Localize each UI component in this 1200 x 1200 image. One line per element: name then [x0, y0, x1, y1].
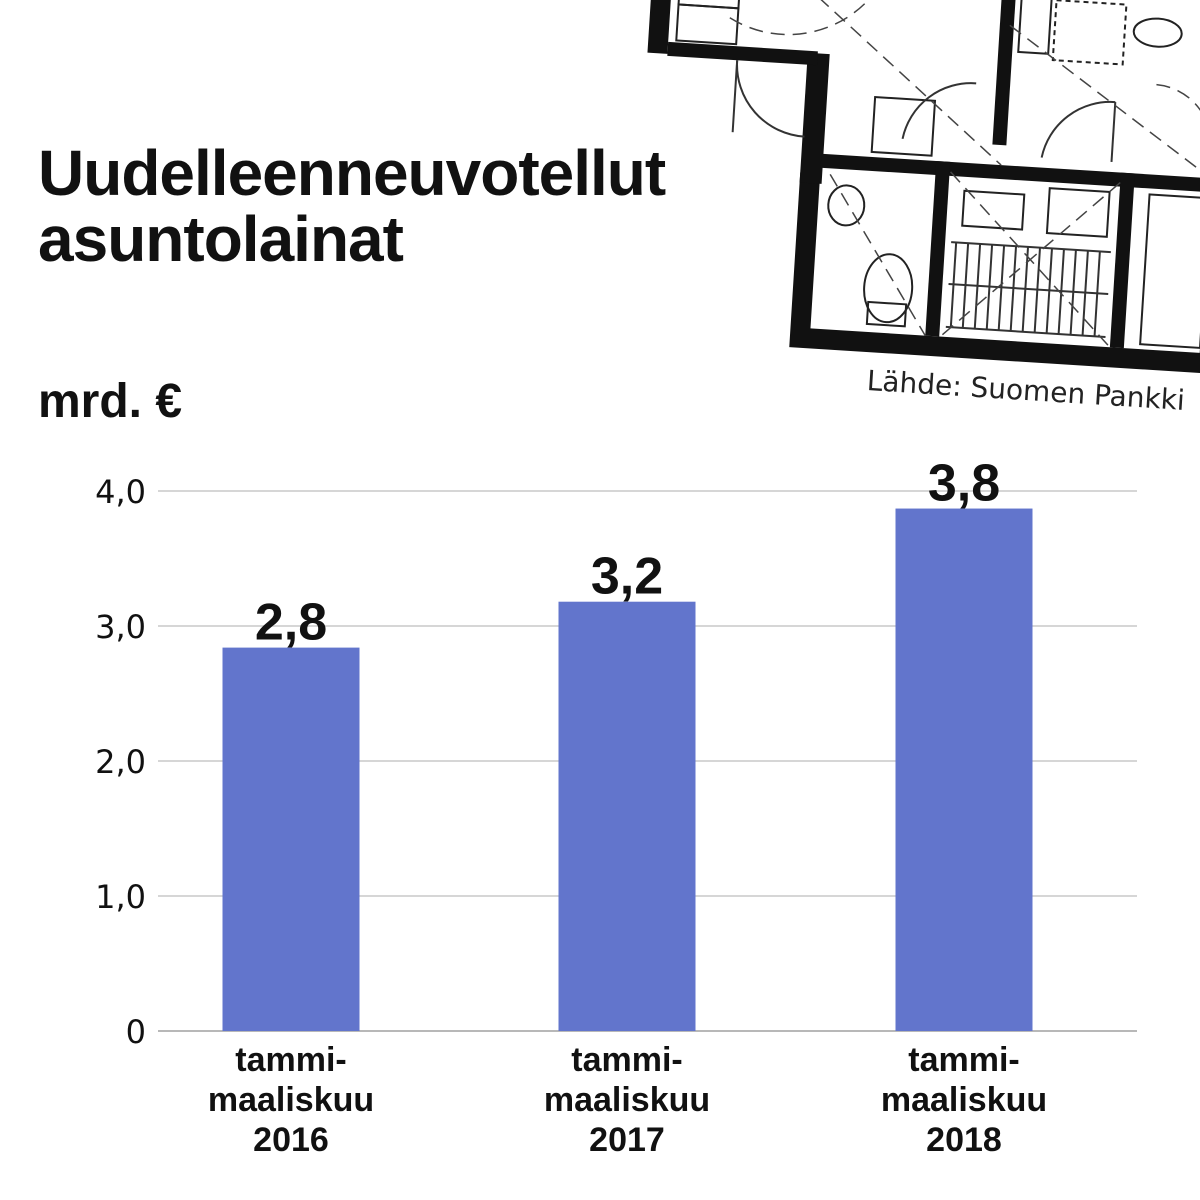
value-labels: 2,8 3,2 3,8 [255, 455, 1000, 652]
x-tick-label-line: 2016 [253, 1121, 329, 1159]
x-tick-label-line: tammi- [571, 1041, 683, 1079]
x-tick-label-line: maaliskuu [207, 1081, 375, 1119]
y-axis-ticks: 0 1,0 2,0 3,0 4,0 [95, 473, 146, 1051]
x-tick-label-3: tammi-maaliskuu 2018 [844, 1040, 1084, 1160]
y-tick-label: 1,0 [95, 878, 146, 916]
y-tick-label: 3,0 [95, 608, 146, 646]
bars [222, 508, 1033, 1031]
x-tick-label-line: tammi- [908, 1041, 1020, 1079]
value-label-3: 3,8 [928, 455, 1000, 513]
x-tick-label-line: maaliskuu [880, 1081, 1048, 1119]
x-tick-label-2: tammi-maaliskuu 2017 [507, 1040, 747, 1160]
bar-2 [558, 601, 696, 1031]
title-line-2: asuntolainat [38, 203, 404, 275]
y-axis-unit-label: mrd. € [38, 375, 183, 428]
x-tick-label-line: 2017 [589, 1121, 665, 1159]
y-tick-label: 2,0 [95, 743, 146, 781]
title-line-1: Uudelleenneuvotellut [38, 137, 666, 209]
bar-chart: 0 1,0 2,0 3,0 4,0 2,8 3,2 3,8 [95, 455, 1137, 1051]
y-tick-label: 0 [126, 1013, 146, 1051]
x-tick-label-1: tammi-maaliskuu 2016 [171, 1040, 411, 1160]
bar-1 [222, 647, 360, 1031]
floor-plan-illustration [647, 0, 1200, 375]
value-label-2: 3,2 [591, 548, 663, 606]
y-tick-label: 4,0 [95, 473, 146, 511]
value-label-1: 2,8 [255, 594, 327, 652]
chart-title: Uudelleenneuvotellut asuntolainat [38, 137, 666, 275]
x-tick-label-line: tammi- [235, 1041, 347, 1079]
x-tick-label-line: maaliskuu [543, 1081, 711, 1119]
x-tick-label-line: 2018 [926, 1121, 1002, 1159]
bar-3 [895, 508, 1033, 1031]
